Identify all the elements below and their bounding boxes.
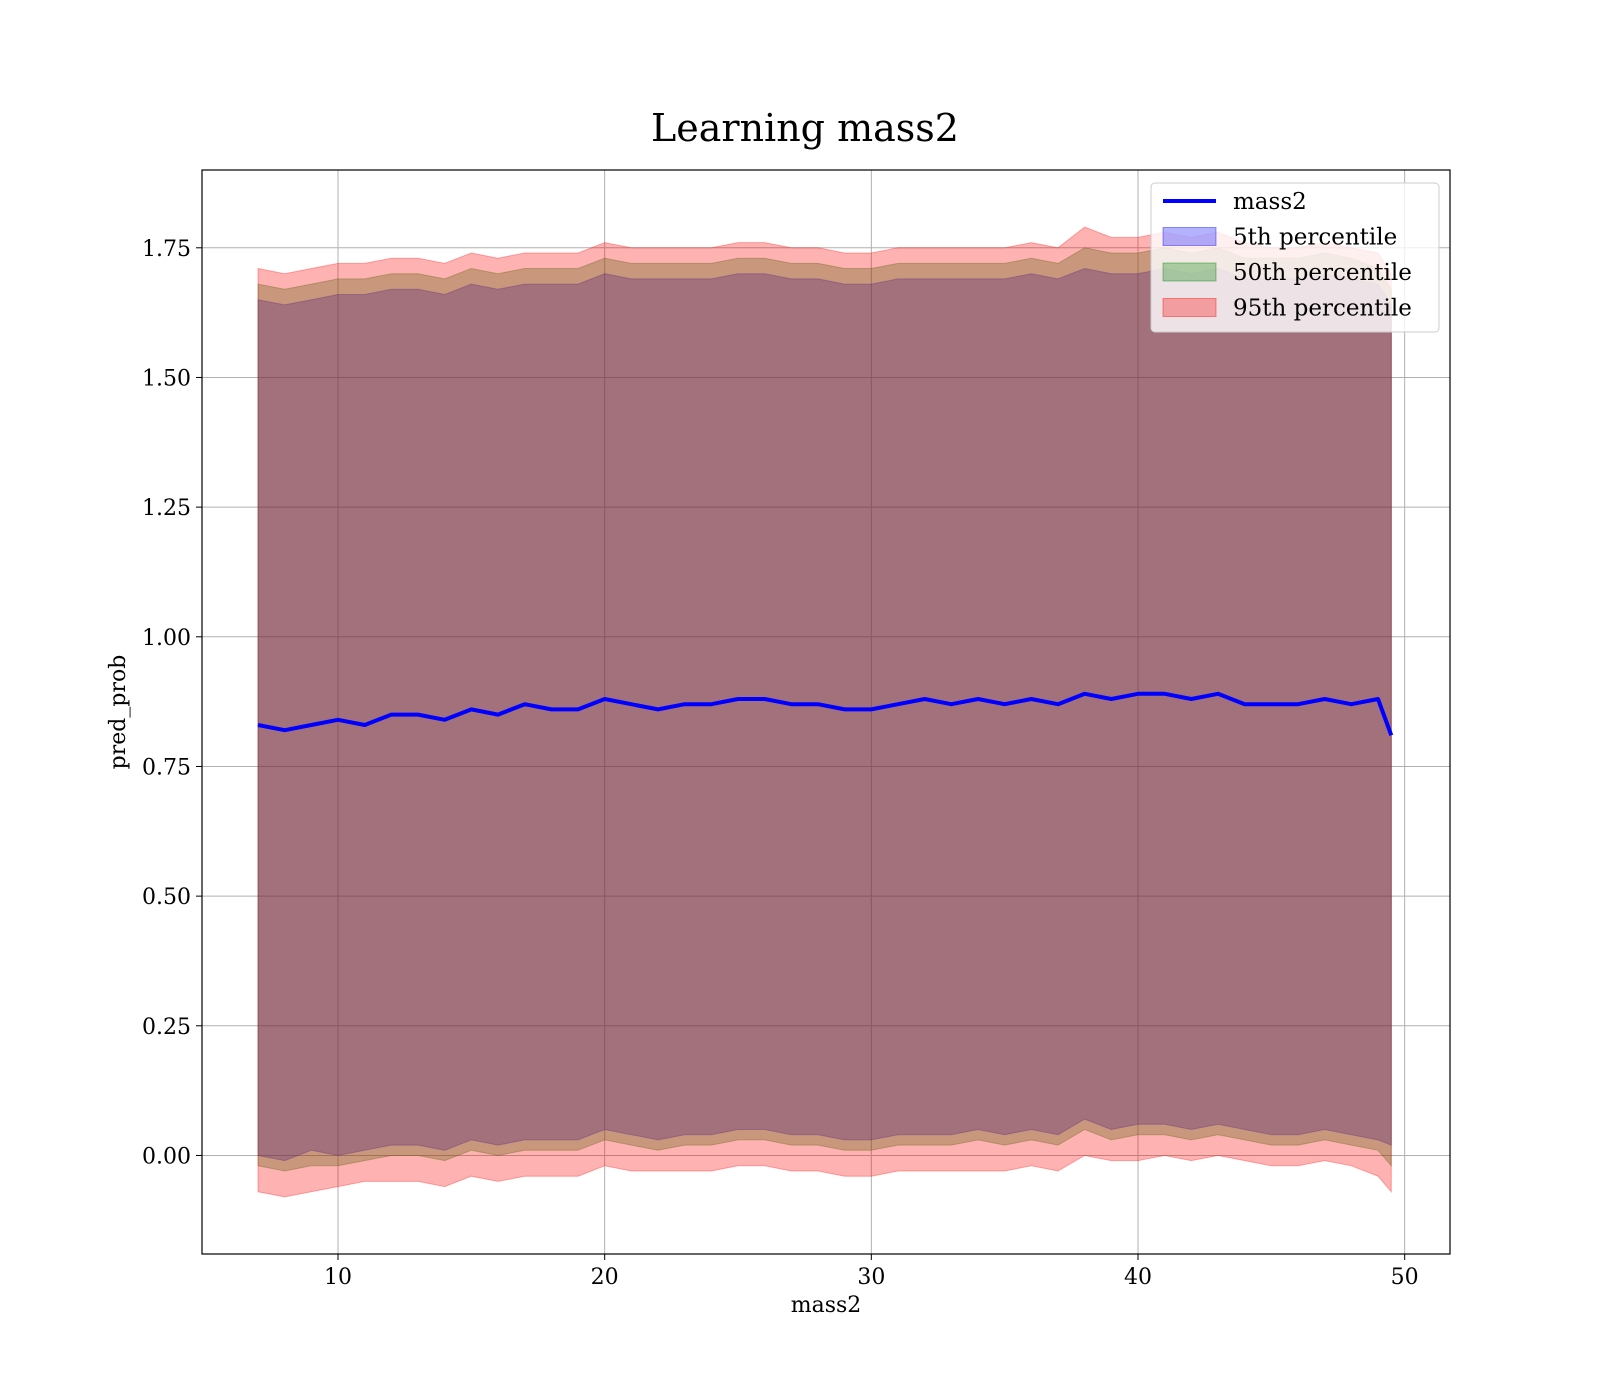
- line-mass2: [257, 691, 1394, 736]
- legend-label: mass2: [1233, 189, 1307, 215]
- plot-frame: [201, 169, 1451, 1255]
- legend-band-swatch: [1162, 227, 1217, 246]
- y-tick-label: 1.00: [142, 626, 191, 651]
- x-axis-label: mass2: [791, 1293, 862, 1318]
- legend-band-swatch: [1162, 262, 1217, 282]
- legend-label: 50th percentile: [1233, 260, 1412, 286]
- y-tick-label: 1.25: [142, 496, 191, 521]
- legend-label: 5th percentile: [1233, 225, 1397, 251]
- y-tick-label: 1.50: [142, 366, 191, 391]
- band-50th-percentile: [257, 247, 1392, 1172]
- y-tick-label: 1.75: [142, 237, 191, 262]
- x-tick-label: 50: [1391, 1265, 1419, 1290]
- band-5th-percentile: [257, 267, 1392, 1162]
- legend-band-swatch: [1162, 298, 1217, 317]
- x-tick-label: 10: [324, 1265, 352, 1290]
- legend-box: [1150, 182, 1440, 333]
- y-tick-label: 0.25: [142, 1015, 191, 1040]
- series-lines: [257, 691, 1394, 736]
- legend: mass2 5th percentile 50th percentile 95th p…: [1150, 182, 1440, 333]
- band-95th-percentile: [257, 226, 1392, 1198]
- x-axis-ticks: 10 20 30 40 50: [324, 1254, 1419, 1290]
- x-tick-label: 20: [591, 1265, 619, 1290]
- x-tick-label: 40: [1124, 1265, 1152, 1290]
- chart-title: Learning mass2: [651, 106, 959, 150]
- y-axis-ticks: 0.00 0.25 0.50 0.75 1.00 1.25 1.50 1.75: [142, 237, 202, 1169]
- percentile-bands: [257, 226, 1392, 1198]
- y-tick-label: 0.75: [142, 755, 191, 780]
- y-tick-label: 0.50: [142, 885, 191, 910]
- x-tick-label: 30: [857, 1265, 885, 1290]
- legend-label: 95th percentile: [1233, 296, 1412, 322]
- y-axis-label: pred_prob: [106, 655, 131, 770]
- y-tick-label: 0.00: [142, 1144, 191, 1169]
